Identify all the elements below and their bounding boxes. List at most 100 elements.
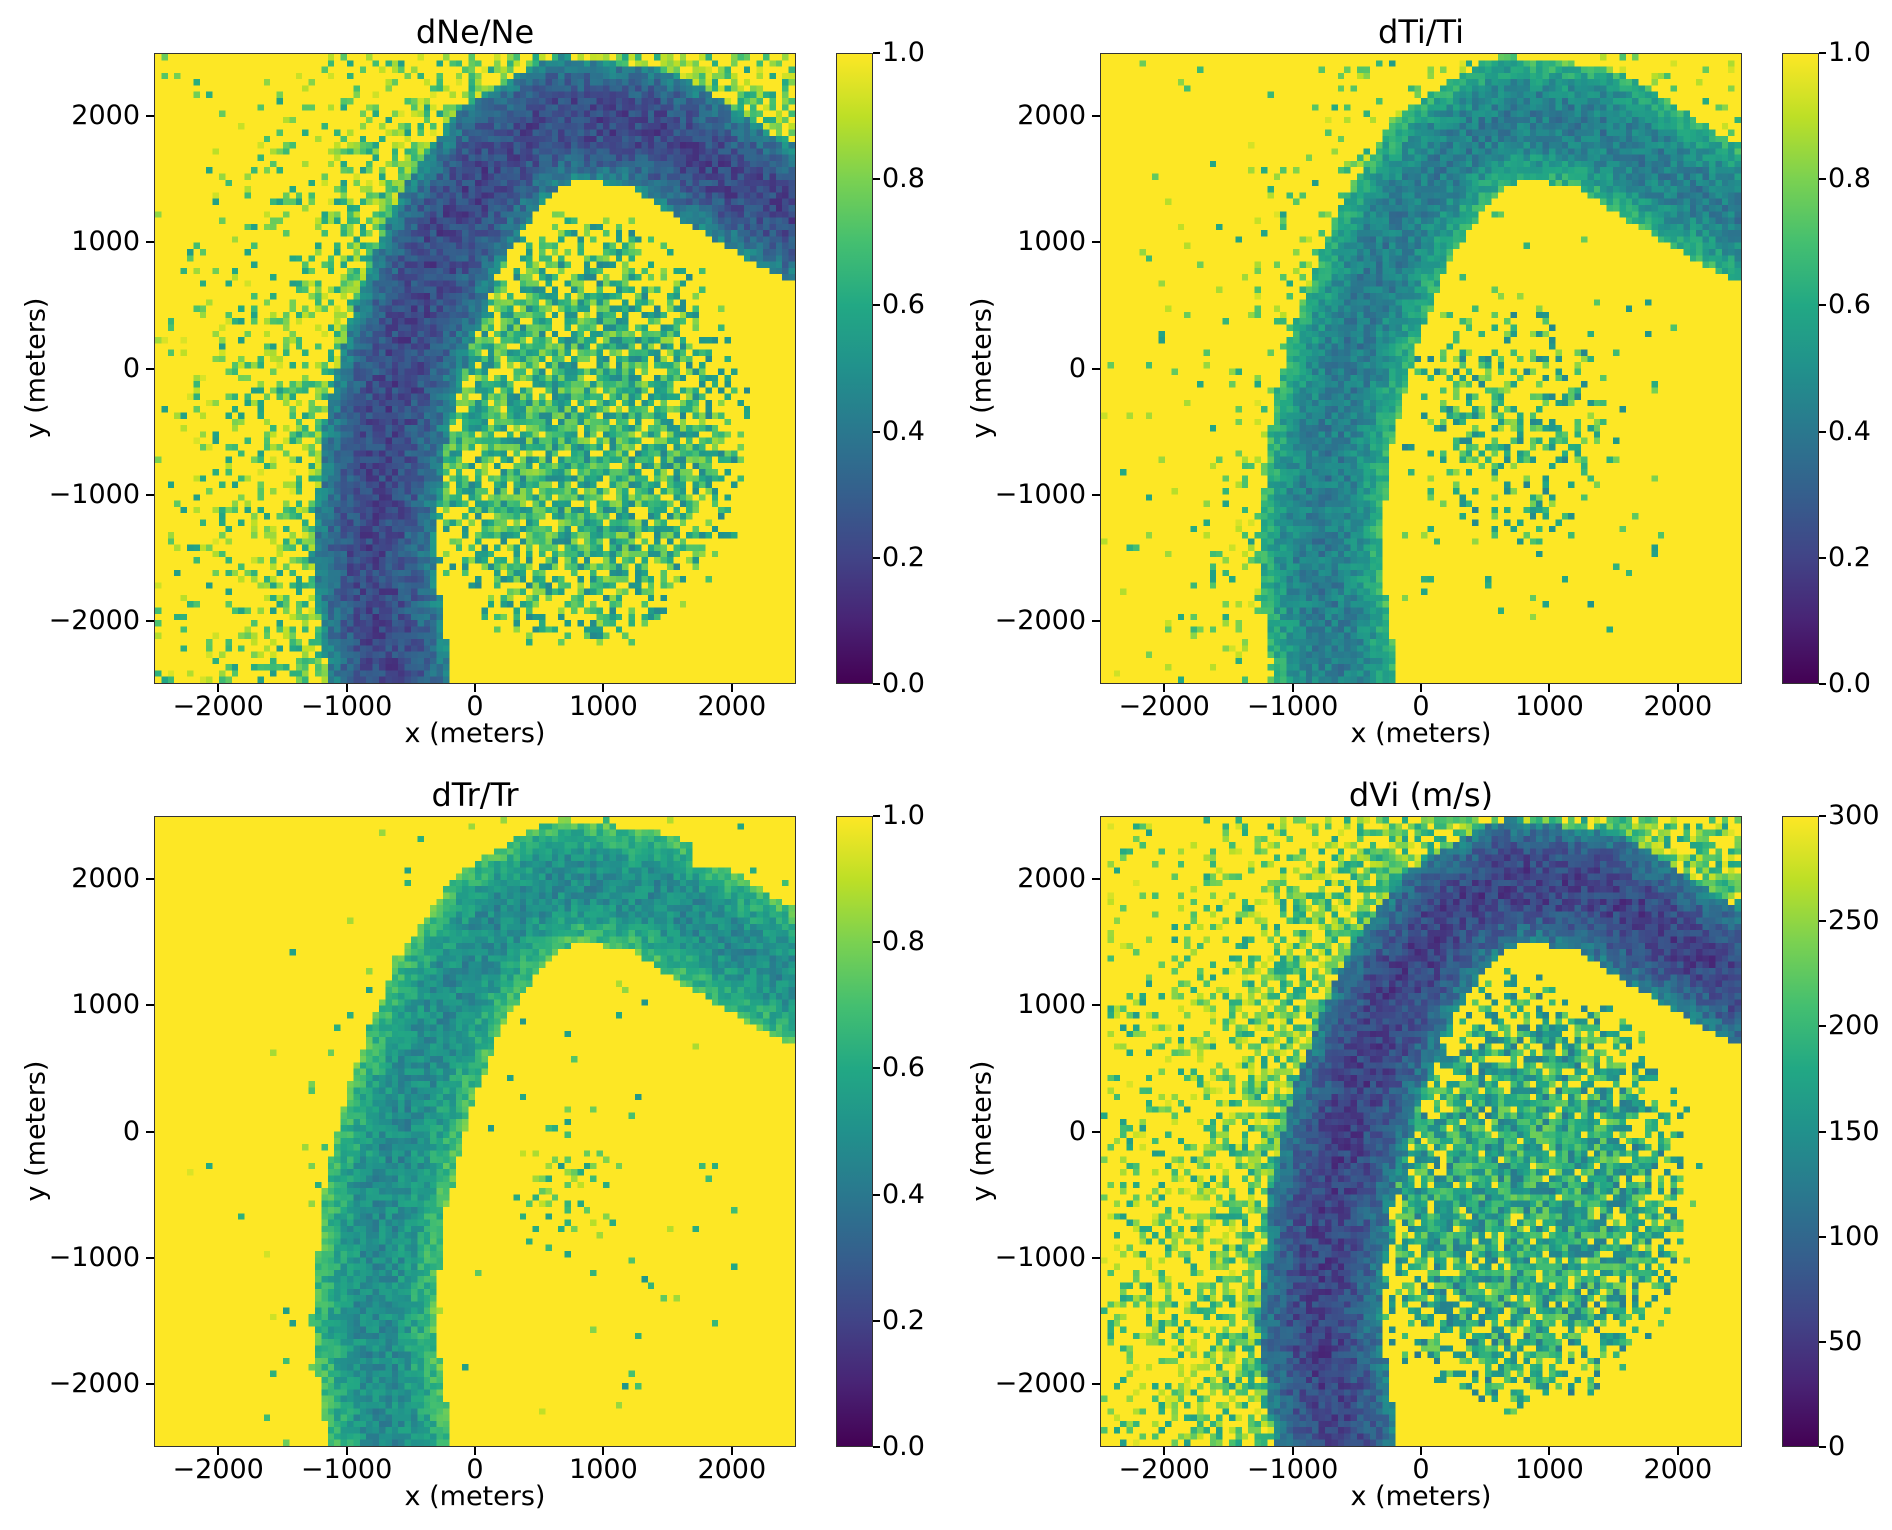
y-tick-mark [1092, 878, 1100, 881]
y-tick-label: −2000 [48, 1367, 140, 1399]
y-tick-mark [146, 1382, 154, 1385]
colorbar-tick-label: 1.0 [882, 800, 925, 831]
x-tick-mark [1548, 684, 1551, 692]
colorbar-tick-label: 0.8 [882, 926, 925, 958]
x-axis-label: x (meters) [1350, 718, 1492, 749]
heatmap-axes [1100, 816, 1742, 1447]
y-axis-label: y (meters) [20, 1060, 52, 1202]
x-tick-mark [602, 1447, 605, 1455]
x-tick-label: 2000 [697, 691, 767, 722]
colorbar-tick-mark [873, 304, 880, 307]
x-tick-label: −2000 [1118, 691, 1210, 722]
y-tick-label: 0 [1068, 352, 1086, 384]
colorbar-tick-label: 0.2 [882, 541, 925, 573]
colorbar-tick-label: 200 [1828, 1010, 1880, 1042]
x-tick-mark [1163, 1447, 1166, 1455]
colorbar-tick-mark [1819, 815, 1826, 817]
x-tick-label: 0 [1412, 1454, 1430, 1485]
y-tick-label: −1000 [994, 478, 1086, 510]
x-tick-mark [1420, 1447, 1422, 1455]
colorbar-tick-label: 0.4 [882, 1178, 925, 1210]
y-tick-label: 1000 [1017, 989, 1086, 1021]
colorbar [836, 53, 873, 684]
chart-title: dTi/Ti [1378, 13, 1464, 51]
x-tick-mark [345, 1447, 348, 1455]
x-tick-mark [217, 1447, 220, 1455]
x-tick-mark [730, 684, 733, 692]
heatmap-cells [155, 817, 795, 1446]
x-tick-label: −1000 [1246, 691, 1339, 722]
x-tick-mark [602, 684, 605, 692]
colorbar [1782, 816, 1819, 1447]
colorbar-tick-mark [873, 178, 880, 181]
colorbar-tick-mark [1819, 178, 1826, 181]
colorbar-tick-mark [1819, 1130, 1826, 1133]
chart-title: dVi (m/s) [1348, 776, 1494, 814]
x-tick-label: 0 [466, 1454, 484, 1485]
colorbar-tick-label: 0.2 [882, 1304, 925, 1336]
y-tick-label: −1000 [994, 1241, 1086, 1273]
y-tick-label: 2000 [1017, 100, 1086, 132]
y-tick-label: 1000 [1017, 226, 1086, 258]
colorbar-tick-label: 0.2 [1828, 541, 1871, 573]
colorbar-tick-label: 0.6 [1828, 289, 1871, 321]
heatmap-cells [155, 54, 795, 683]
panel-dtr: dTr/Tr −2000 −1000 0 1000 2000 −2000 −1000 0 1000… [0, 763, 925, 1512]
y-tick-label: 1000 [71, 989, 140, 1021]
x-tick-label: 2000 [1643, 691, 1713, 722]
y-tick-mark [146, 1130, 154, 1133]
y-tick-label: −1000 [48, 478, 140, 510]
x-tick-label: −1000 [300, 1454, 393, 1485]
colorbar-tick-mark [873, 1067, 880, 1070]
y-tick-mark [1092, 241, 1100, 244]
y-tick-label: −1000 [48, 1241, 140, 1273]
x-axis-label: x (meters) [1350, 1481, 1492, 1512]
x-tick-mark [474, 1447, 476, 1455]
heatmap-cells [1101, 817, 1741, 1446]
y-axis-label: y (meters) [966, 297, 998, 439]
y-tick-label: −2000 [994, 604, 1086, 636]
y-tick-label: 2000 [71, 863, 140, 895]
y-tick-mark [146, 619, 154, 622]
x-tick-label: 2000 [1643, 1454, 1713, 1485]
colorbar-tick-mark [1819, 430, 1826, 433]
y-tick-mark [1092, 367, 1100, 370]
x-tick-label: 1000 [569, 691, 638, 722]
x-tick-mark [1548, 1447, 1551, 1455]
x-axis-label: x (meters) [404, 1481, 546, 1512]
y-tick-mark [1092, 1130, 1100, 1133]
x-axis-label: x (meters) [404, 718, 546, 749]
colorbar-tick-mark [873, 815, 880, 817]
chart-title: dTr/Tr [431, 776, 519, 814]
x-tick-mark [730, 1447, 733, 1455]
x-tick-mark [1291, 684, 1294, 692]
heatmap-axes [154, 53, 796, 684]
x-tick-label: −2000 [172, 1454, 264, 1485]
x-tick-label: 0 [1412, 691, 1430, 722]
colorbar-tick-mark [873, 430, 880, 433]
colorbar-tick-mark [1819, 683, 1826, 685]
y-tick-mark [1092, 493, 1100, 496]
panel-dti: dTi/Ti −2000 −1000 0 1000 2000 −2000 −1000 0 1000… [946, 0, 1871, 749]
y-tick-mark [146, 115, 154, 118]
colorbar-tick-label: 50 [1828, 1325, 1863, 1357]
x-tick-label: −1000 [1246, 1454, 1339, 1485]
panel-dne: dNe/Ne −2000 −1000 0 1000 2000 −2000 −1000 0 1000… [0, 0, 925, 749]
colorbar-tick-mark [873, 1319, 880, 1322]
y-tick-label: 2000 [1017, 863, 1086, 895]
x-tick-mark [474, 684, 476, 692]
x-tick-mark [1676, 1447, 1679, 1455]
x-tick-mark [345, 684, 348, 692]
y-tick-mark [146, 241, 154, 244]
colorbar-tick-mark [873, 556, 880, 559]
colorbar-tick-label: 250 [1828, 905, 1880, 937]
colorbar-tick-mark [873, 941, 880, 944]
x-tick-mark [217, 684, 220, 692]
x-tick-label: 1000 [1515, 1454, 1584, 1485]
colorbar-tick-mark [1819, 556, 1826, 559]
y-tick-label: 1000 [71, 226, 140, 258]
colorbar-tick-label: 0.8 [1828, 163, 1871, 195]
x-tick-mark [1420, 684, 1422, 692]
colorbar-tick-label: 0.4 [882, 415, 925, 447]
y-tick-mark [1092, 115, 1100, 118]
